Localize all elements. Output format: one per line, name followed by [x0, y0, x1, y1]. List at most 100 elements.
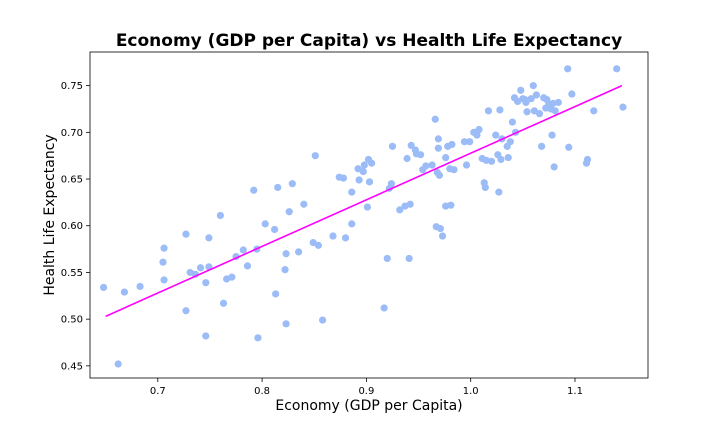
data-point [497, 155, 505, 164]
data-point [590, 107, 598, 115]
data-point [239, 246, 247, 254]
data-point [99, 283, 108, 291]
data-point [504, 153, 512, 162]
data-point [205, 234, 213, 242]
data-point [396, 206, 404, 214]
data-point [564, 65, 572, 73]
data-point [438, 232, 447, 240]
y-tick-label: 0.75 [61, 81, 83, 92]
data-point [417, 151, 425, 159]
data-point [532, 91, 541, 99]
data-point [281, 266, 289, 274]
data-point [300, 200, 308, 208]
data-point [216, 211, 224, 220]
data-point [288, 180, 296, 188]
data-point [285, 208, 293, 216]
data-point [355, 176, 363, 184]
data-point [383, 254, 391, 263]
data-point [522, 98, 530, 107]
plot-area [89, 51, 649, 379]
data-point [428, 161, 436, 169]
data-point [495, 188, 503, 196]
data-point [551, 107, 559, 115]
data-point [527, 95, 535, 103]
data-point [311, 152, 319, 160]
data-point [487, 157, 496, 165]
data-point [219, 299, 228, 307]
data-point [339, 174, 348, 182]
y-tick-label: 0.60 [61, 221, 83, 232]
data-point [160, 276, 168, 284]
data-point [348, 188, 356, 196]
data-point [529, 82, 537, 90]
data-point [473, 131, 481, 139]
data-point [422, 162, 430, 170]
data-point [380, 304, 388, 312]
data-point [261, 220, 269, 228]
data-point [359, 167, 367, 176]
data-point [272, 290, 280, 298]
data-point [202, 332, 210, 340]
data-point [462, 161, 471, 169]
y-tick-label: 0.70 [61, 128, 83, 139]
data-point [314, 241, 323, 249]
x-tick-label: 0.7 [150, 386, 166, 397]
data-point [565, 143, 573, 151]
data-point [466, 138, 474, 146]
x-tick-label: 1.0 [463, 386, 479, 397]
y-tick-label: 0.45 [61, 361, 83, 372]
data-point [120, 288, 129, 296]
data-point [568, 90, 576, 98]
data-point [450, 166, 458, 174]
data-point [492, 131, 500, 139]
data-point [435, 171, 444, 179]
data-point [363, 203, 372, 211]
data-point [196, 264, 205, 272]
data-point [318, 316, 327, 324]
data-point [460, 138, 469, 146]
data-point [496, 106, 504, 114]
data-point [548, 131, 556, 139]
y-axis-label: Health Life Expectancy [42, 134, 58, 295]
data-point [405, 254, 413, 263]
data-point [517, 86, 525, 94]
y-tick-label: 0.55 [61, 268, 83, 279]
data-point [436, 224, 445, 233]
data-point [484, 107, 493, 115]
data-point [348, 220, 356, 228]
data-point [243, 262, 252, 270]
data-point [407, 141, 415, 150]
data-point [431, 115, 439, 123]
data-point [583, 155, 592, 164]
data-point [434, 144, 442, 152]
data-point [387, 180, 396, 188]
x-tick-label: 1.1 [567, 386, 583, 397]
data-point [613, 65, 621, 73]
data-point [508, 118, 517, 126]
data-point [368, 159, 376, 167]
data-point [406, 200, 414, 208]
data-point [271, 225, 279, 234]
data-point [388, 142, 397, 150]
data-point [365, 178, 374, 186]
data-point [274, 183, 282, 192]
axes-frame [89, 51, 649, 379]
x-axis-label: Economy (GDP per Capita) [275, 398, 462, 414]
data-point [182, 230, 190, 238]
data-point [619, 103, 627, 111]
data-point [282, 250, 290, 258]
data-point [538, 142, 546, 150]
x-axis: 0.7 0.8 0.9 1.0 1.1 [150, 378, 583, 397]
data-point [114, 360, 122, 368]
data-point [360, 161, 368, 169]
y-axis: 0.45 0.50 0.55 0.60 0.65 0.70 0.75 [61, 81, 90, 372]
y-tick-label: 0.65 [61, 175, 83, 186]
data-point [506, 138, 514, 146]
data-point [294, 248, 303, 256]
data-point [550, 163, 558, 171]
data-point [159, 258, 167, 266]
x-tick-label: 0.9 [358, 386, 374, 397]
data-point [535, 110, 544, 118]
y-tick-label: 0.50 [61, 315, 83, 326]
